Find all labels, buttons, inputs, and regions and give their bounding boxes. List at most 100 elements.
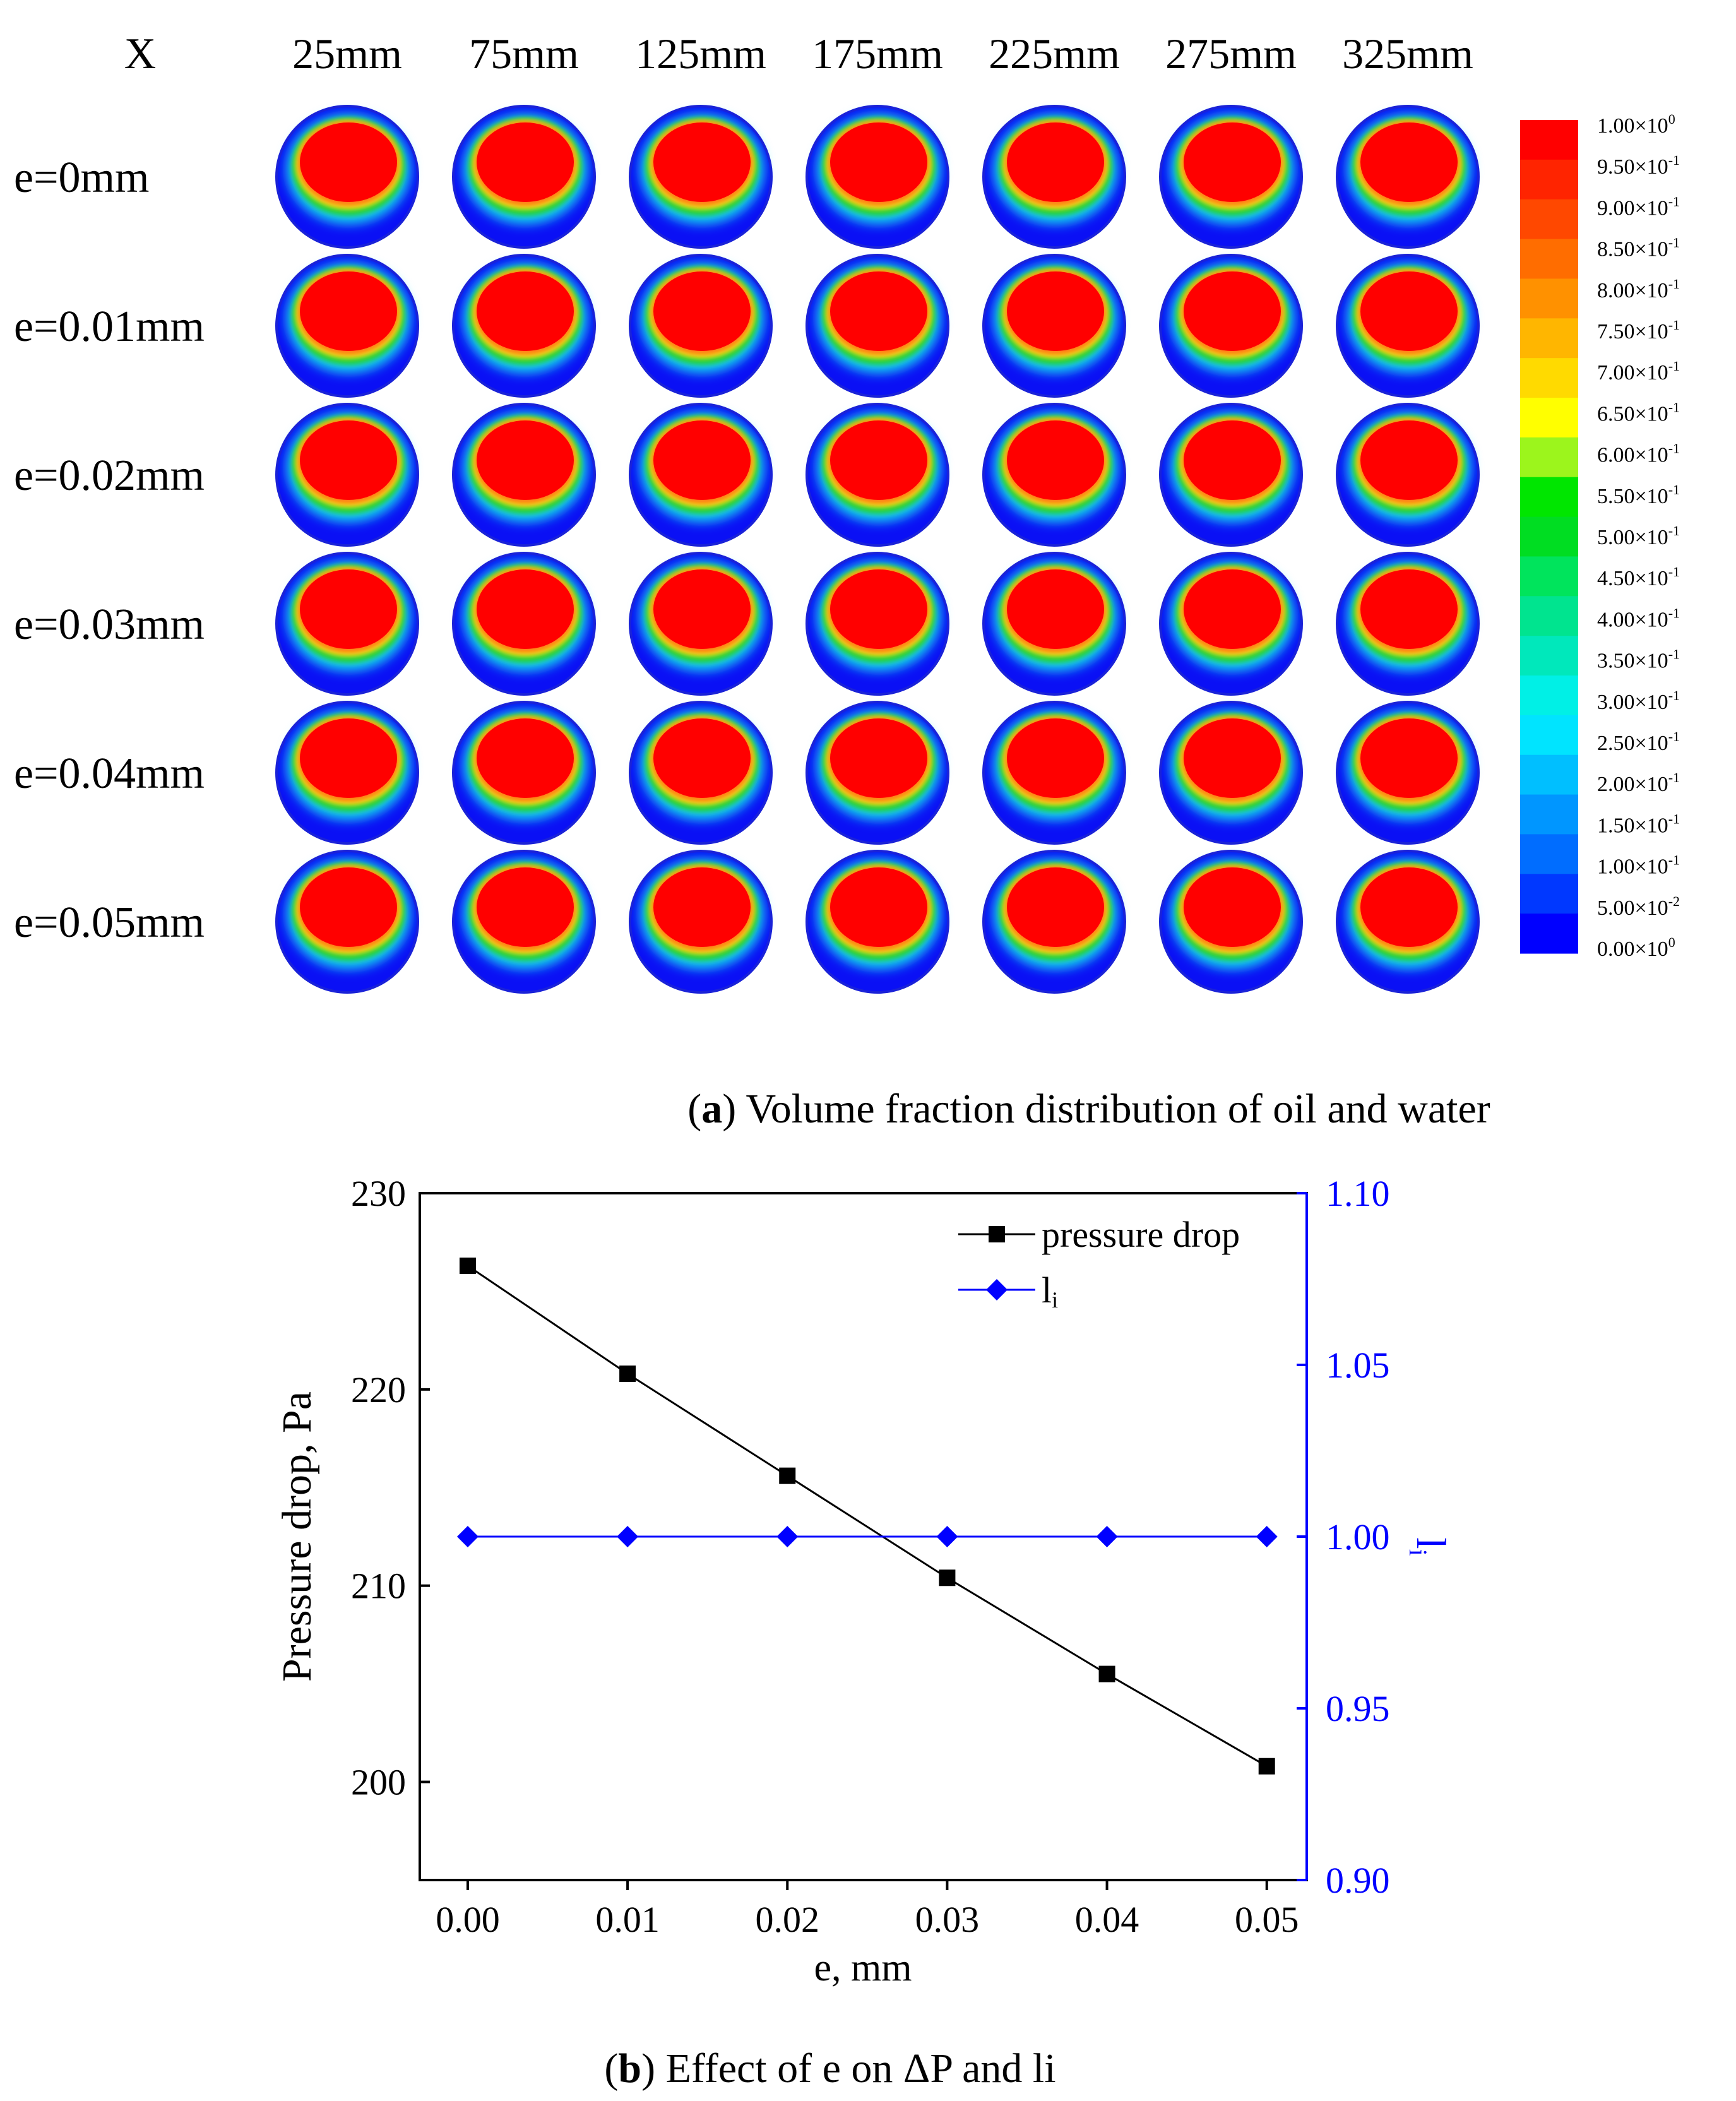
colorbar-label-times: ×10 [1635, 814, 1668, 837]
y-right-tick-label: 0.90 [1326, 1860, 1390, 1901]
colorbar-label: 8.50×10-1 [1597, 235, 1680, 261]
colorbar-swatch [1520, 874, 1578, 914]
legend-marker [989, 1226, 1005, 1242]
row-label: e=0mm [14, 153, 149, 202]
pipe-wall [629, 403, 773, 547]
y-axis-left-label: Pressure drop, Pa [274, 1391, 320, 1682]
pipe-wall [1159, 254, 1303, 398]
pipe-wall [1336, 552, 1480, 696]
x-axis-label: e, mm [814, 1946, 912, 1989]
colorbar-label: 1.50×10-1 [1597, 811, 1680, 837]
colorbar-label-mantissa: 5.00 [1597, 526, 1635, 549]
contour-cell [629, 403, 773, 547]
data-point [619, 1365, 636, 1382]
contour-cell [982, 254, 1126, 398]
colorbar-label-mantissa: 7.00 [1597, 361, 1635, 384]
colorbar-label-exponent: 0 [1668, 111, 1675, 127]
y-right-tick-label: 1.00 [1326, 1516, 1390, 1557]
pipe-wall [982, 105, 1126, 249]
oil-core [830, 420, 927, 500]
contour-cell [275, 850, 419, 994]
x-axis: 0.00 0.01 0.02 0.03 0.04 0.05 [436, 1880, 1299, 1940]
colorbar-label-times: ×10 [1635, 937, 1668, 961]
colorbar-label-mantissa: 0.00 [1597, 937, 1635, 961]
pipe-wall [275, 850, 419, 994]
data-point [939, 1569, 956, 1586]
colorbar-swatch [1520, 556, 1578, 597]
oil-core [1360, 122, 1458, 202]
oil-core [1184, 569, 1281, 649]
contour-cell [629, 105, 773, 249]
oil-core [477, 867, 574, 947]
colorbar-label: 5.00×10-2 [1597, 893, 1680, 920]
colorbar-label-times: ×10 [1635, 155, 1668, 179]
y-right-tick-label: 0.95 [1326, 1688, 1390, 1729]
y-axis-right: 0.90 0.95 1.00 1.05 1.10 [1297, 1173, 1390, 1901]
colorbar-swatch [1520, 794, 1578, 835]
colorbar-label-mantissa: 5.50 [1597, 485, 1635, 508]
colorbar-swatch [1520, 596, 1578, 636]
colorbar-swatch [1520, 318, 1578, 359]
colorbar-label-times: ×10 [1635, 608, 1668, 631]
oil-core [1007, 420, 1104, 500]
contour-cell [275, 403, 419, 547]
colorbar-label: 5.50×10-1 [1597, 482, 1680, 508]
oil-core [1007, 271, 1104, 351]
data-point [779, 1467, 796, 1484]
colorbar-swatch [1520, 636, 1578, 676]
series-1 [456, 1526, 1278, 1547]
colorbar-label-mantissa: 4.00 [1597, 608, 1635, 631]
contour-cell [1159, 552, 1303, 696]
pipe-wall [275, 254, 419, 398]
colorbar-label: 1.00×10-1 [1597, 852, 1680, 879]
oil-core [1184, 122, 1281, 202]
oil-core [830, 271, 927, 351]
colorbar-swatch [1520, 398, 1578, 438]
contour-cell [806, 105, 949, 249]
pipe-wall [806, 254, 949, 398]
colorbar-label-exponent: -1 [1668, 729, 1680, 744]
contour-cell [1336, 701, 1480, 845]
oil-core [477, 122, 574, 202]
contour-cell [629, 850, 773, 994]
colorbar-label-times: ×10 [1635, 773, 1668, 796]
colorbar-label-mantissa: 6.50 [1597, 402, 1635, 426]
oil-core [653, 122, 751, 202]
oil-core [300, 122, 397, 202]
colorbar: 1.00×1009.50×10-19.00×10-18.50×10-18.00×… [1520, 111, 1680, 961]
contour-cell [275, 254, 419, 398]
y-right-tick-label: 1.05 [1326, 1345, 1390, 1386]
pipe-wall [1159, 552, 1303, 696]
contour-cell [1159, 701, 1303, 845]
pipe-wall [452, 105, 596, 249]
oil-core [1360, 271, 1458, 351]
pipe-wall [275, 701, 419, 845]
y-axis-right-label: li [1404, 1537, 1454, 1556]
colorbar-label-times: ×10 [1635, 567, 1668, 590]
colorbar-label-exponent: -1 [1668, 852, 1680, 868]
column-header: 225mm [989, 30, 1120, 78]
contour-cell [275, 552, 419, 696]
pipe-wall [982, 254, 1126, 398]
colorbar-label-exponent: -2 [1668, 893, 1680, 909]
colorbar-label: 6.00×10-1 [1597, 441, 1680, 467]
contour-cell [982, 105, 1126, 249]
pipe-wall [452, 552, 596, 696]
caption-b: (b) Effect of e on ΔP and li [604, 2045, 1055, 2092]
colorbar-swatch [1520, 516, 1578, 557]
y-left-tick-label: 200 [351, 1762, 406, 1803]
colorbar-label-exponent: -1 [1668, 317, 1680, 333]
column-headers: 25mm 75mm 125mm 175mm 225mm 275mm 325mm [292, 30, 1473, 78]
data-point [1098, 1665, 1115, 1682]
colorbar-label-exponent: -1 [1668, 564, 1680, 580]
contour-cell [1336, 403, 1480, 547]
oil-core [653, 420, 751, 500]
caption-b-letter: b [618, 2045, 641, 2092]
colorbar-swatch [1520, 159, 1578, 200]
column-header: 125mm [635, 30, 766, 78]
colorbar-label-exponent: 0 [1668, 934, 1675, 950]
oil-core [477, 420, 574, 500]
pipe-wall [452, 403, 596, 547]
data-point [936, 1526, 958, 1547]
colorbar-label: 4.00×10-1 [1597, 605, 1680, 631]
